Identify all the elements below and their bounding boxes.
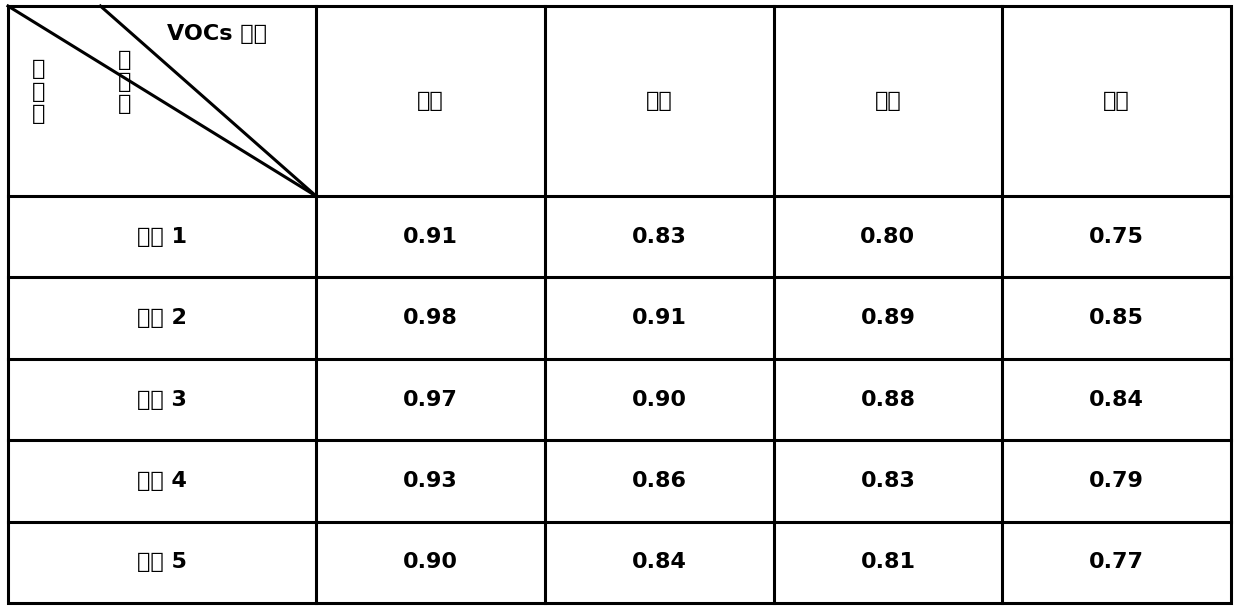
Text: 0.97: 0.97 xyxy=(403,389,458,409)
Text: 实
施
例: 实 施 例 xyxy=(32,59,46,124)
Text: 0.75: 0.75 xyxy=(1089,227,1144,247)
Text: 实例 2: 实例 2 xyxy=(138,308,187,328)
Text: 0.83: 0.83 xyxy=(860,471,916,491)
Text: 丙酮: 丙酮 xyxy=(1103,91,1130,111)
Text: 实例 4: 实例 4 xyxy=(138,471,187,491)
Text: VOCs 种类: VOCs 种类 xyxy=(167,24,268,44)
Text: 0.83: 0.83 xyxy=(632,227,686,247)
Text: 乙醇: 乙醇 xyxy=(875,91,901,111)
Text: 0.81: 0.81 xyxy=(860,552,916,573)
Text: 甲苯: 甲苯 xyxy=(646,91,673,111)
Text: 降
解
率: 降 解 率 xyxy=(119,49,131,114)
Text: 0.80: 0.80 xyxy=(860,227,916,247)
Text: 0.79: 0.79 xyxy=(1089,471,1144,491)
Text: 实例 5: 实例 5 xyxy=(138,552,187,573)
Text: 0.91: 0.91 xyxy=(632,308,686,328)
Text: 甲醇: 甲醇 xyxy=(418,91,444,111)
Text: 实例 3: 实例 3 xyxy=(138,389,187,409)
Text: 0.91: 0.91 xyxy=(403,227,458,247)
Text: 0.84: 0.84 xyxy=(632,552,686,573)
Text: 0.90: 0.90 xyxy=(632,389,686,409)
Text: 0.85: 0.85 xyxy=(1089,308,1144,328)
Text: 0.84: 0.84 xyxy=(1089,389,1144,409)
Text: 0.77: 0.77 xyxy=(1089,552,1144,573)
Text: 0.90: 0.90 xyxy=(403,552,458,573)
Text: 0.93: 0.93 xyxy=(403,471,457,491)
Text: 实例 1: 实例 1 xyxy=(138,227,187,247)
Text: 0.86: 0.86 xyxy=(632,471,686,491)
Text: 0.98: 0.98 xyxy=(403,308,458,328)
Text: 0.88: 0.88 xyxy=(860,389,916,409)
Text: 0.89: 0.89 xyxy=(860,308,916,328)
